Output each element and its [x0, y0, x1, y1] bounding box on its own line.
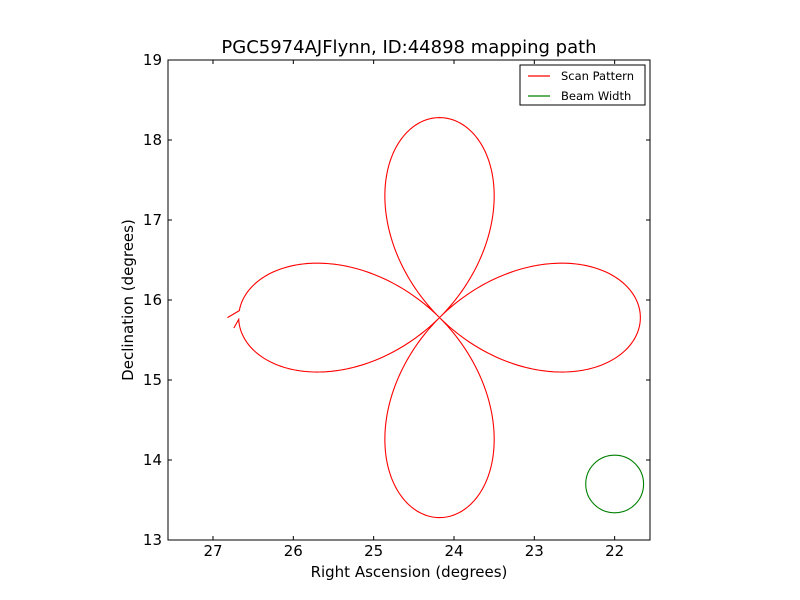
x-tick-label: 26: [284, 542, 303, 560]
legend-box: [519, 64, 646, 106]
x-axis-label: Right Ascension (degrees): [311, 563, 508, 581]
x-tick-label: 25: [364, 542, 383, 560]
x-tick-label: 22: [605, 542, 624, 560]
y-tick-label: 14: [143, 451, 162, 469]
legend-label-beam-width: Beam Width: [561, 89, 631, 103]
y-tick-label: 13: [143, 531, 162, 549]
y-tick-label: 17: [143, 211, 162, 229]
series-layer: [227, 117, 645, 519]
legend: Scan Pattern Beam Width: [519, 64, 646, 106]
x-tick-label: 27: [203, 542, 222, 560]
y-tick-label: 15: [143, 371, 162, 389]
legend-label-scan-pattern: Scan Pattern: [561, 69, 634, 83]
axis-ticks: 27 26 25 24 23 22 13 14 15 16 17 18 19: [143, 51, 650, 560]
x-tick-label: 24: [444, 542, 463, 560]
x-tick-label: 23: [525, 542, 544, 560]
y-tick-label: 19: [143, 51, 162, 69]
y-tick-label: 18: [143, 131, 162, 149]
plot-frame: [167, 59, 651, 541]
chart-title: PGC5974AJFlynn, ID:44898 mapping path: [221, 37, 596, 58]
y-tick-label: 16: [143, 291, 162, 309]
plot-area: [168, 60, 650, 540]
series-beam-width: [585, 454, 645, 514]
series-scan-pattern: [227, 117, 641, 519]
y-axis-label: Declination (degrees): [119, 219, 137, 381]
